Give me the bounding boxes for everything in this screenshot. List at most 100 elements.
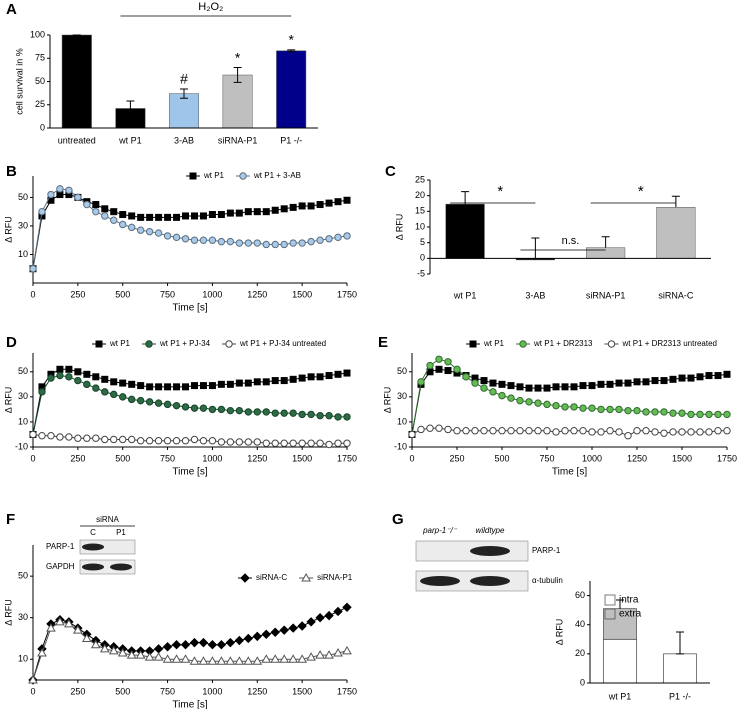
marker bbox=[29, 430, 37, 439]
marker bbox=[217, 211, 225, 219]
bar-label: * bbox=[235, 49, 241, 65]
marker bbox=[307, 202, 315, 210]
marker bbox=[243, 633, 254, 644]
x-tick-label: 1750 bbox=[337, 686, 357, 696]
marker bbox=[280, 439, 288, 447]
legend-label: wt P1 + PJ-34 untreated bbox=[239, 339, 326, 348]
marker bbox=[117, 647, 128, 657]
y-axis-label: Δ RFU bbox=[3, 387, 13, 414]
error-bar bbox=[676, 631, 684, 654]
marker bbox=[289, 409, 297, 417]
bracket-label: * bbox=[638, 183, 644, 200]
marker bbox=[199, 404, 208, 412]
bracket-label: H₂O₂ bbox=[198, 1, 223, 13]
marker bbox=[534, 384, 542, 392]
marker bbox=[128, 212, 136, 220]
marker bbox=[135, 650, 146, 659]
marker bbox=[173, 383, 181, 391]
blot-band bbox=[420, 576, 460, 586]
y-tick-label: 10 bbox=[18, 654, 28, 664]
marker bbox=[306, 617, 316, 627]
marker bbox=[74, 434, 82, 442]
marker bbox=[280, 240, 288, 249]
y-tick-label: 60 bbox=[575, 590, 585, 600]
marker bbox=[198, 656, 209, 665]
x-tick-label: 1250 bbox=[247, 289, 267, 299]
marker bbox=[669, 375, 677, 383]
marker bbox=[316, 411, 324, 420]
marker bbox=[606, 380, 614, 388]
legend-marker bbox=[95, 340, 103, 348]
y-axis-label: Δ RFU bbox=[394, 214, 404, 241]
marker bbox=[271, 409, 279, 417]
marker bbox=[189, 637, 200, 648]
x-tick-label: wt P1 bbox=[118, 135, 142, 145]
marker bbox=[624, 406, 632, 415]
marker bbox=[235, 379, 243, 387]
marker bbox=[207, 656, 218, 665]
marker bbox=[244, 408, 253, 416]
marker bbox=[154, 399, 163, 407]
marker bbox=[261, 654, 272, 663]
marker bbox=[119, 379, 127, 387]
y-tick-label: 20 bbox=[575, 648, 585, 658]
marker bbox=[253, 438, 261, 446]
marker bbox=[723, 427, 731, 435]
marker bbox=[37, 647, 47, 657]
marker bbox=[83, 200, 91, 209]
marker bbox=[705, 428, 713, 436]
marker bbox=[543, 400, 551, 409]
marker bbox=[507, 394, 515, 402]
marker bbox=[435, 365, 443, 373]
marker bbox=[163, 400, 172, 409]
blot-header: siRNA bbox=[96, 515, 119, 524]
marker bbox=[244, 379, 252, 387]
y-axis-label: Δ RFU bbox=[382, 387, 392, 414]
marker bbox=[101, 375, 109, 383]
x-tick-label: 500 bbox=[115, 289, 130, 299]
marker bbox=[136, 437, 145, 445]
marker bbox=[471, 427, 479, 435]
marker bbox=[47, 190, 55, 199]
marker bbox=[453, 427, 461, 435]
bar bbox=[61, 34, 92, 129]
marker bbox=[271, 439, 279, 447]
y-tick-label: -5 bbox=[417, 268, 425, 278]
marker bbox=[28, 674, 38, 684]
marker bbox=[137, 213, 145, 221]
x-tick-label: siRNA-C bbox=[658, 290, 693, 300]
legend-swatch bbox=[604, 594, 616, 606]
panel-letter: E bbox=[378, 334, 388, 351]
marker bbox=[47, 374, 55, 382]
marker bbox=[552, 428, 560, 436]
marker bbox=[74, 193, 82, 202]
marker bbox=[226, 237, 235, 246]
legend-swatch bbox=[604, 608, 616, 620]
marker bbox=[162, 642, 173, 652]
marker bbox=[207, 639, 218, 650]
marker bbox=[172, 233, 181, 242]
y-tick-label: 20 bbox=[415, 190, 425, 200]
legend-marker bbox=[607, 340, 616, 348]
marker bbox=[325, 372, 333, 380]
marker bbox=[588, 428, 596, 436]
marker bbox=[297, 621, 307, 631]
marker bbox=[145, 227, 154, 236]
marker bbox=[444, 425, 452, 434]
x-tick-label: 1500 bbox=[672, 453, 692, 463]
x-tick-label: 1500 bbox=[292, 289, 312, 299]
marker bbox=[435, 355, 443, 363]
error-bar bbox=[671, 195, 680, 208]
marker bbox=[108, 645, 119, 655]
marker bbox=[444, 367, 452, 375]
marker bbox=[38, 388, 46, 396]
x-tick-label: 750 bbox=[160, 686, 175, 696]
marker bbox=[127, 435, 136, 444]
marker bbox=[579, 382, 587, 390]
marker bbox=[678, 428, 686, 436]
marker bbox=[270, 654, 281, 663]
marker bbox=[235, 209, 243, 217]
marker bbox=[182, 212, 190, 220]
x-tick-label: 1000 bbox=[202, 289, 222, 299]
marker bbox=[324, 650, 334, 659]
